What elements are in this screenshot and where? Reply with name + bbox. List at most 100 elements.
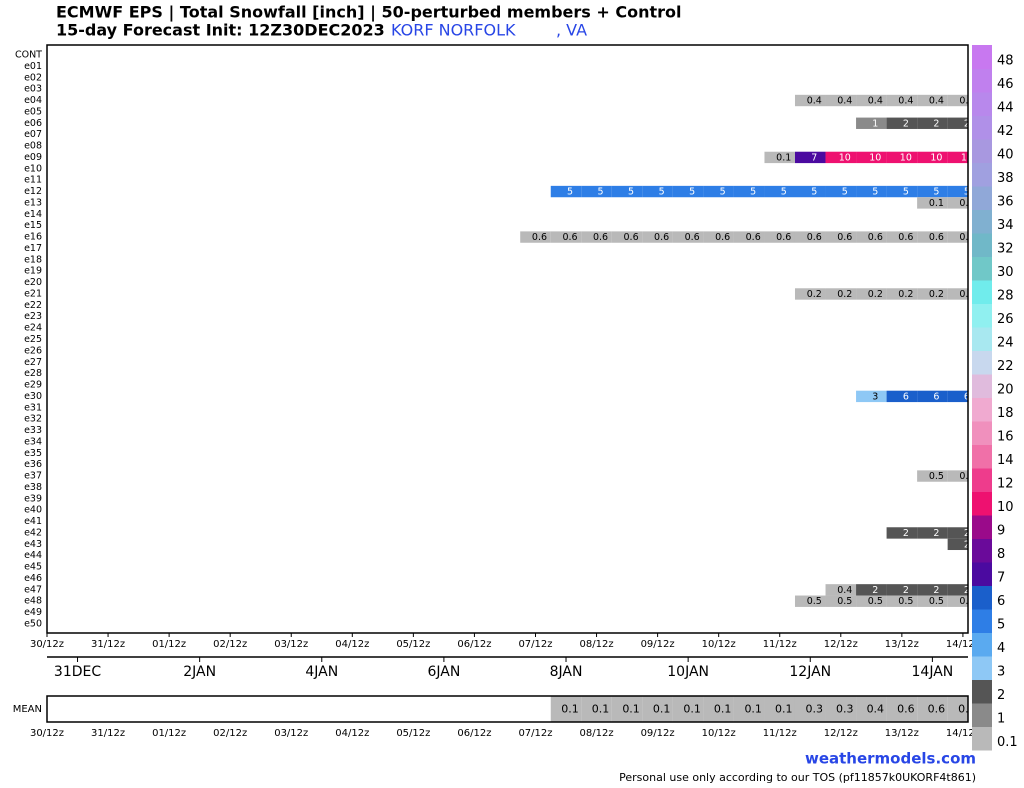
cell — [917, 94, 948, 107]
chart-subtitle: 15-day Forecast Init: 12Z30DEC2023 — [56, 21, 385, 40]
cell-label: 2 — [933, 585, 939, 596]
colorbar-label: 42 — [997, 124, 1014, 139]
x-tick-label: 04/12z — [335, 639, 369, 650]
cell-label: 0.2 — [807, 289, 822, 300]
row-label: e07 — [24, 129, 42, 140]
cell-label: 0.4 — [837, 96, 852, 107]
colorbar-label: 26 — [997, 312, 1014, 327]
row-label: e10 — [24, 163, 42, 174]
cell-label: 0.6 — [685, 232, 700, 243]
cell — [550, 696, 582, 722]
row-label: e40 — [24, 505, 42, 516]
cell — [886, 696, 918, 722]
cell-label: 0.1 — [959, 198, 974, 209]
x-tick-label: 30/12z — [30, 639, 64, 650]
cell-label: 0.6 — [562, 232, 577, 243]
x-tick-label: 08/12z — [580, 728, 614, 739]
cell-label: 0.6 — [715, 232, 730, 243]
x-tick-label: 03/12z — [274, 728, 308, 739]
x-tick-label: 09/12z — [641, 639, 675, 650]
colorbar-swatch — [972, 280, 992, 304]
cell-label: 0.1 — [683, 703, 701, 716]
colorbar-swatch — [972, 209, 992, 234]
x-tick-label: 31/12z — [91, 639, 125, 650]
colorbar-label: 46 — [997, 77, 1014, 92]
date-label: 12JAN — [789, 664, 831, 680]
cell — [947, 185, 968, 198]
x-tick-label: 14/12z — [946, 639, 980, 650]
cell — [947, 94, 968, 107]
row-label: e29 — [24, 380, 42, 391]
row-label: e26 — [24, 345, 42, 356]
cell — [947, 117, 968, 129]
row-label: e30 — [24, 391, 42, 402]
cell — [947, 151, 968, 164]
colorbar-swatch — [972, 468, 992, 492]
cell — [794, 288, 826, 300]
cell — [764, 696, 795, 722]
cell-label: 0.3 — [836, 703, 854, 716]
x-tick-label: 01/12z — [152, 639, 186, 650]
cell — [550, 185, 582, 198]
cell-label: 0.5 — [898, 596, 913, 607]
cell — [856, 595, 887, 607]
cell — [672, 185, 704, 198]
cell — [825, 185, 857, 198]
cell — [917, 197, 948, 209]
state: , VA — [556, 21, 587, 40]
cell — [611, 185, 643, 198]
cell-label: 0.4 — [929, 96, 944, 107]
cell-label: 0.1 — [744, 703, 762, 716]
cell-label: 0.2 — [929, 289, 944, 300]
cell — [947, 288, 968, 300]
cell-label: 0.3 — [806, 703, 824, 716]
cell-label: 0.1 — [622, 703, 640, 716]
cell-label: 0.2 — [868, 289, 883, 300]
cell-label: 0.1 — [561, 703, 579, 716]
colorbar-label: 22 — [997, 359, 1014, 374]
cell-label: 0.6 — [654, 232, 669, 243]
date-label: 6JAN — [427, 664, 460, 680]
row-label: e34 — [24, 436, 42, 447]
cell — [886, 151, 918, 164]
x-tick-label: 12/12z — [824, 728, 858, 739]
colorbar-swatch — [972, 256, 992, 281]
cell-label: 0.6 — [776, 232, 791, 243]
colorbar-label: 28 — [997, 288, 1014, 303]
row-label: e03 — [24, 84, 42, 95]
colorbar-label: 34 — [997, 218, 1014, 233]
site: weathermodels.com — [805, 750, 976, 768]
cell-label: 2 — [964, 528, 970, 539]
cell-label: 2 — [903, 528, 909, 539]
colorbar-swatch — [972, 585, 992, 610]
cell-label: 0.6 — [897, 703, 915, 716]
colorbar-swatch — [972, 515, 992, 539]
colorbar-label: 2 — [997, 688, 1005, 703]
colorbar-swatch — [972, 303, 992, 328]
colorbar-swatch — [972, 350, 992, 375]
cell-label: 5 — [811, 187, 817, 198]
row-label: e39 — [24, 493, 42, 504]
cell — [917, 696, 948, 722]
cell — [856, 231, 887, 243]
row-label: e28 — [24, 368, 42, 379]
row-label: e25 — [24, 334, 42, 345]
row-label: e33 — [24, 425, 42, 436]
row-label: e20 — [24, 277, 42, 288]
row-label: e24 — [24, 323, 42, 334]
cell — [703, 185, 734, 198]
cell-label: 6 — [903, 391, 909, 402]
colorbar-swatch — [972, 327, 992, 351]
cell-label: 5 — [628, 187, 634, 198]
date-label: 4JAN — [305, 664, 338, 680]
colorbar-swatch — [972, 444, 992, 469]
colorbar-label: 10 — [997, 500, 1014, 515]
date-label: 14JAN — [912, 664, 954, 680]
colorbar-label: 6 — [997, 594, 1005, 609]
mean-cells: 0.1 0.1 0.1 0.1 0.1 0.1 0.1 0.1 0.3 0.3 0.4 0.6 0.6 0… — [550, 696, 968, 722]
cell — [917, 185, 948, 198]
cell-label: 10 — [930, 152, 942, 163]
cell — [764, 151, 795, 164]
cell — [581, 231, 612, 243]
